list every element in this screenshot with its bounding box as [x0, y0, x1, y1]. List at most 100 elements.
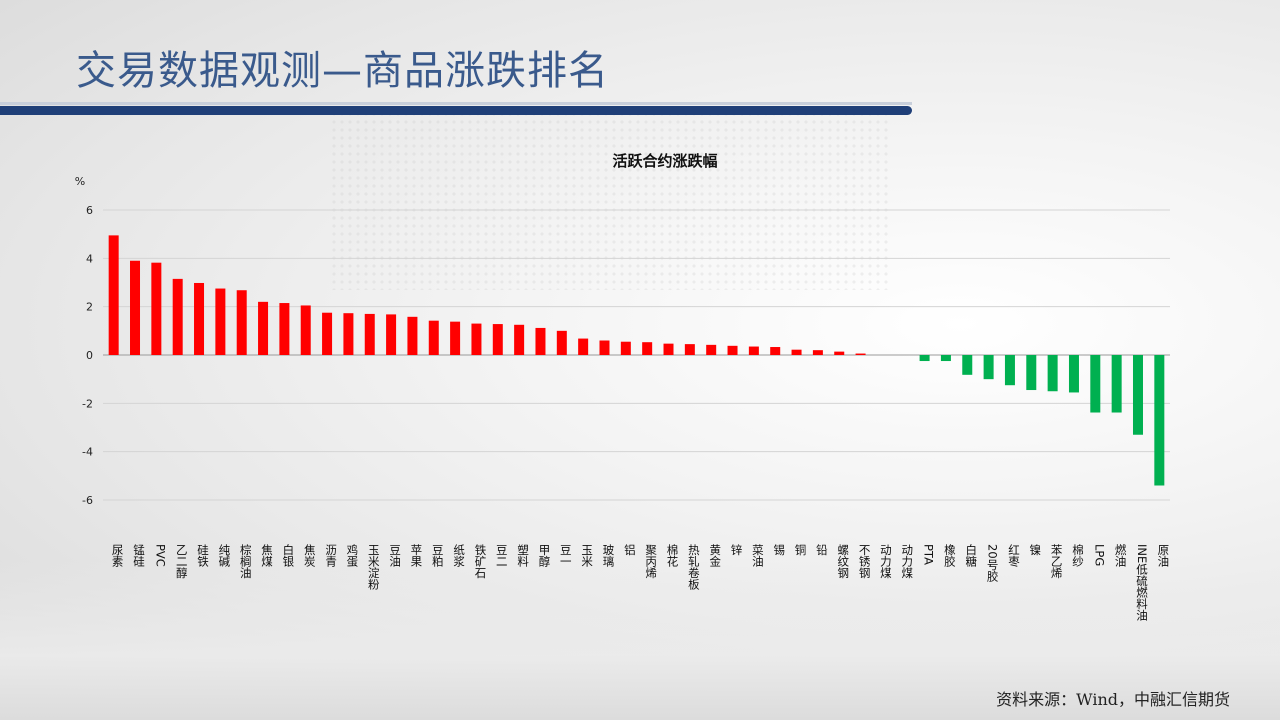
bar [940, 355, 951, 362]
bar [834, 351, 845, 355]
bar [748, 346, 759, 355]
bar [663, 343, 674, 355]
bar [1154, 355, 1165, 486]
category-label: LPG [1092, 544, 1106, 566]
category-label: 20号胶 [986, 544, 1000, 582]
title-underline-light [0, 102, 912, 105]
category-label: 甲醇 [537, 544, 551, 567]
category-label: 塑料 [516, 543, 530, 568]
category-label: 乙二醇 [175, 544, 189, 579]
category-label: 尿素 [111, 544, 125, 567]
bar [770, 347, 781, 355]
bar [919, 355, 930, 362]
bar [1111, 355, 1122, 413]
category-label: 动力煤 [900, 544, 914, 579]
category-label: 锡 [772, 543, 786, 556]
bar [1004, 355, 1015, 386]
category-label: 棉花 [666, 543, 680, 568]
slide-header: 交易数据观测—商品涨跌排名 [0, 0, 1280, 118]
bar [407, 316, 418, 355]
category-label: 鸡蛋 [345, 543, 359, 568]
source-note: 资料来源：Wind，中融汇信期货 [996, 690, 1230, 709]
category-label: 苯乙烯 [1050, 543, 1064, 579]
chart-axes: % 6 4 2 0 -2 -4 -6 [75, 175, 93, 507]
chart-bars [108, 235, 1165, 486]
bar [962, 355, 973, 375]
chart-category-labels: 尿素 锰硅 PVC 乙二醇 硅铁 纯碱 棕榈油 焦煤 白银 焦炭 沥青 鸡蛋 玉米淀粉 豆油 苹果 豆粕 纸浆铁… [111, 543, 1171, 621]
bar [386, 314, 397, 355]
bar [706, 344, 717, 355]
category-label: 聚丙烯 [644, 544, 658, 579]
y-tick-label: -2 [82, 397, 93, 410]
bar [1068, 355, 1079, 393]
background-swoosh [0, 560, 1280, 720]
category-label: 棕榈油 [239, 543, 253, 578]
category-label: 豆油 [388, 544, 402, 567]
category-label: 豆一 [559, 544, 573, 567]
bar [258, 301, 269, 355]
category-label: 燃油 [1114, 543, 1128, 567]
category-label: 玉米 [580, 544, 594, 568]
category-label: 玻璃 [601, 544, 615, 568]
category-label: 豆粕 [431, 544, 445, 567]
bar [1090, 355, 1101, 413]
background-world-map [330, 110, 890, 290]
category-label: 铜 [794, 543, 808, 556]
category-label: 铝 [623, 543, 637, 555]
bar [556, 330, 567, 355]
category-label: 白糖 [964, 543, 978, 568]
bar [514, 324, 525, 355]
category-label: 锰硅 [132, 543, 146, 567]
bar [1047, 355, 1058, 392]
y-tick-label: 2 [86, 301, 93, 314]
bar [727, 345, 738, 355]
title-underline [0, 106, 912, 115]
bar [855, 353, 866, 355]
category-label: PTA [922, 544, 936, 565]
category-label: 玉米淀粉 [367, 544, 381, 590]
category-label: 镍 [1028, 543, 1042, 556]
bar [364, 313, 375, 355]
bar [1026, 355, 1037, 391]
y-tick-label: 4 [86, 252, 93, 265]
category-label: 纯碱 [217, 544, 231, 568]
category-label: 锌 [730, 543, 744, 555]
bar [172, 278, 183, 355]
y-tick-label: -6 [82, 494, 93, 507]
y-tick-label: 0 [86, 349, 93, 362]
page-title: 交易数据观测—商品涨跌排名 [76, 48, 609, 94]
bar [684, 344, 695, 355]
y-tick-label: -4 [82, 446, 93, 459]
bar [236, 290, 247, 355]
y-axis-unit-label: % [75, 175, 85, 188]
chart-title: 活跃合约涨跌幅 [612, 152, 718, 170]
bar [194, 282, 205, 355]
bar [130, 260, 141, 355]
bar [791, 349, 802, 355]
bar [450, 321, 461, 355]
category-label: 铁矿石 [473, 544, 487, 579]
bar [215, 288, 226, 355]
bar [108, 235, 119, 355]
category-label: 热轧卷板 [687, 544, 701, 591]
y-tick-label: 6 [86, 204, 93, 217]
category-label: INE低硫燃料油 [1135, 544, 1149, 621]
bar [535, 327, 546, 355]
category-label: 铅 [815, 543, 829, 555]
category-label: 豆二 [495, 544, 509, 567]
category-label: 不锈钢 [858, 544, 872, 579]
bar [471, 323, 482, 355]
bar [642, 342, 653, 355]
category-label: 苹果 [409, 543, 423, 568]
category-label: 黄金 [708, 543, 722, 567]
category-label: 白银 [281, 543, 295, 568]
bar [322, 312, 333, 355]
category-label: 棉纱 [1071, 543, 1085, 567]
category-label: 菜油 [751, 544, 765, 567]
bar [279, 303, 290, 355]
bar [812, 350, 823, 355]
bar [151, 262, 162, 355]
bar [983, 355, 994, 380]
bar [599, 340, 610, 355]
